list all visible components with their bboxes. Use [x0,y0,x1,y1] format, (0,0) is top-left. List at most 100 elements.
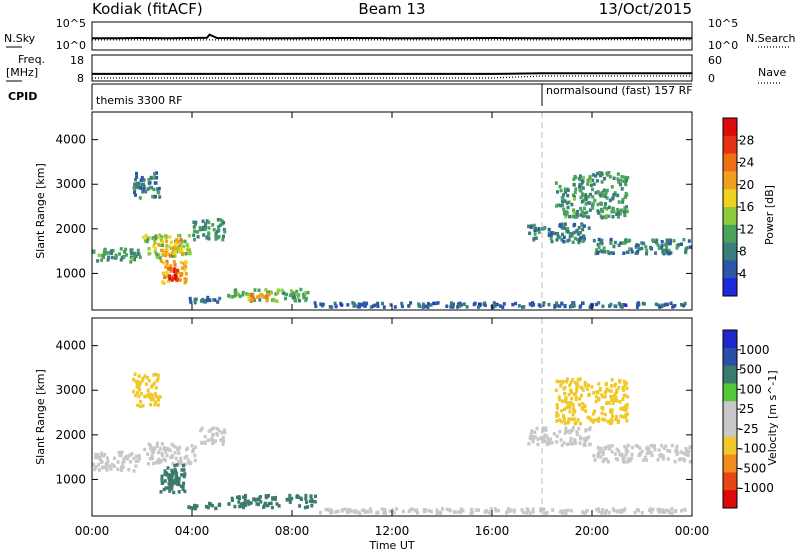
echo-cell [133,257,136,262]
echo-cell [157,253,161,257]
echo-cell [212,440,216,444]
echo-cell [136,380,140,384]
echo-cell [575,215,579,219]
echo-cell [156,398,160,402]
echo-cell [164,265,168,269]
echo-cell [217,228,221,233]
echo-cell [146,237,150,241]
echo-cell [609,389,613,393]
echo-cell [371,304,375,308]
echo-cell [626,239,630,243]
echo-cell [586,415,590,420]
echo-cell [171,462,175,466]
echo-cell [146,388,150,392]
echo-cell [625,386,629,391]
echo-cell [163,275,167,279]
echo-cell [153,172,157,176]
echo-cell [172,247,176,252]
echo-cell [574,397,578,402]
echo-cell [297,293,301,297]
echo-cell [663,250,666,254]
echo-cell [162,271,166,276]
echo-cell [680,303,683,307]
power-colorbar-label: Power [dB] [763,185,776,245]
echo-cell [624,452,628,457]
noise-panel-frame [91,21,693,51]
echo-cell [530,429,534,433]
echo-cell [172,490,176,495]
echo-cell [578,397,582,401]
echo-cell [345,510,349,514]
y-tick-label: 2000 [55,222,86,236]
echo-cell [237,500,241,504]
echo-cell [259,292,263,297]
colorbar-swatch [723,260,737,279]
echo-cell [170,275,174,280]
echo-cell [673,459,677,464]
echo-cell [146,392,150,396]
echo-cell [255,502,259,506]
echo-cell [184,265,188,269]
echo-cell [600,216,604,220]
echo-cell [586,383,590,387]
echo-cell [610,197,614,201]
echo-cell [175,471,179,475]
echo-cell [565,229,569,234]
cpid-label: CPID [8,90,37,103]
echo-cell [661,454,665,459]
echo-cell [622,393,626,398]
echo-cell [152,461,156,466]
echo-cell [156,441,159,446]
echo-cell [109,249,113,253]
echo-cell [137,374,141,378]
echo-cell [528,302,532,306]
echo-cell [575,430,579,434]
echo-cell [178,445,182,450]
echo-cell [580,200,584,204]
echo-cell [207,233,211,237]
colorbar-swatch [723,189,737,208]
echo-cell [591,303,595,307]
echo-cell [570,442,574,446]
echo-cell [241,290,245,295]
echo-cell [96,452,100,457]
echo-cell [147,178,151,182]
echo-cell [97,253,101,258]
echo-cell [381,301,384,306]
echo-cell [567,417,571,421]
x-tick-label: 04:00 [175,524,210,538]
echo-cell [656,458,660,462]
echo-cell [168,235,172,239]
echo-cell [156,377,160,381]
echo-cell [282,291,286,296]
echo-cell [321,302,325,307]
echo-cell [541,429,545,433]
echo-cell [543,511,547,515]
echo-cell [619,208,623,212]
echo-cell [638,446,642,450]
echo-cell [266,290,269,294]
echo-cell [134,177,137,182]
echo-cell [434,301,438,306]
echo-cell [429,303,433,307]
echo-cell [162,446,166,450]
echo-cell [610,398,613,402]
echo-cell [603,511,607,515]
echo-cell [558,397,561,402]
echo-cell [165,261,169,266]
colorbar-swatch [723,419,737,438]
echo-cell [611,251,615,255]
echo-cell [241,293,245,297]
colorbar-tick-label: 500 [739,363,762,377]
echo-cell [635,305,639,309]
echo-cell [569,401,573,405]
echo-cell [231,498,234,502]
echo-cell [642,241,646,246]
echo-cell [608,421,612,425]
echo-cell [623,507,627,511]
echo-cell [615,388,619,392]
echo-cell [99,457,102,462]
echo-cell [610,449,614,454]
echo-cell [198,227,202,232]
